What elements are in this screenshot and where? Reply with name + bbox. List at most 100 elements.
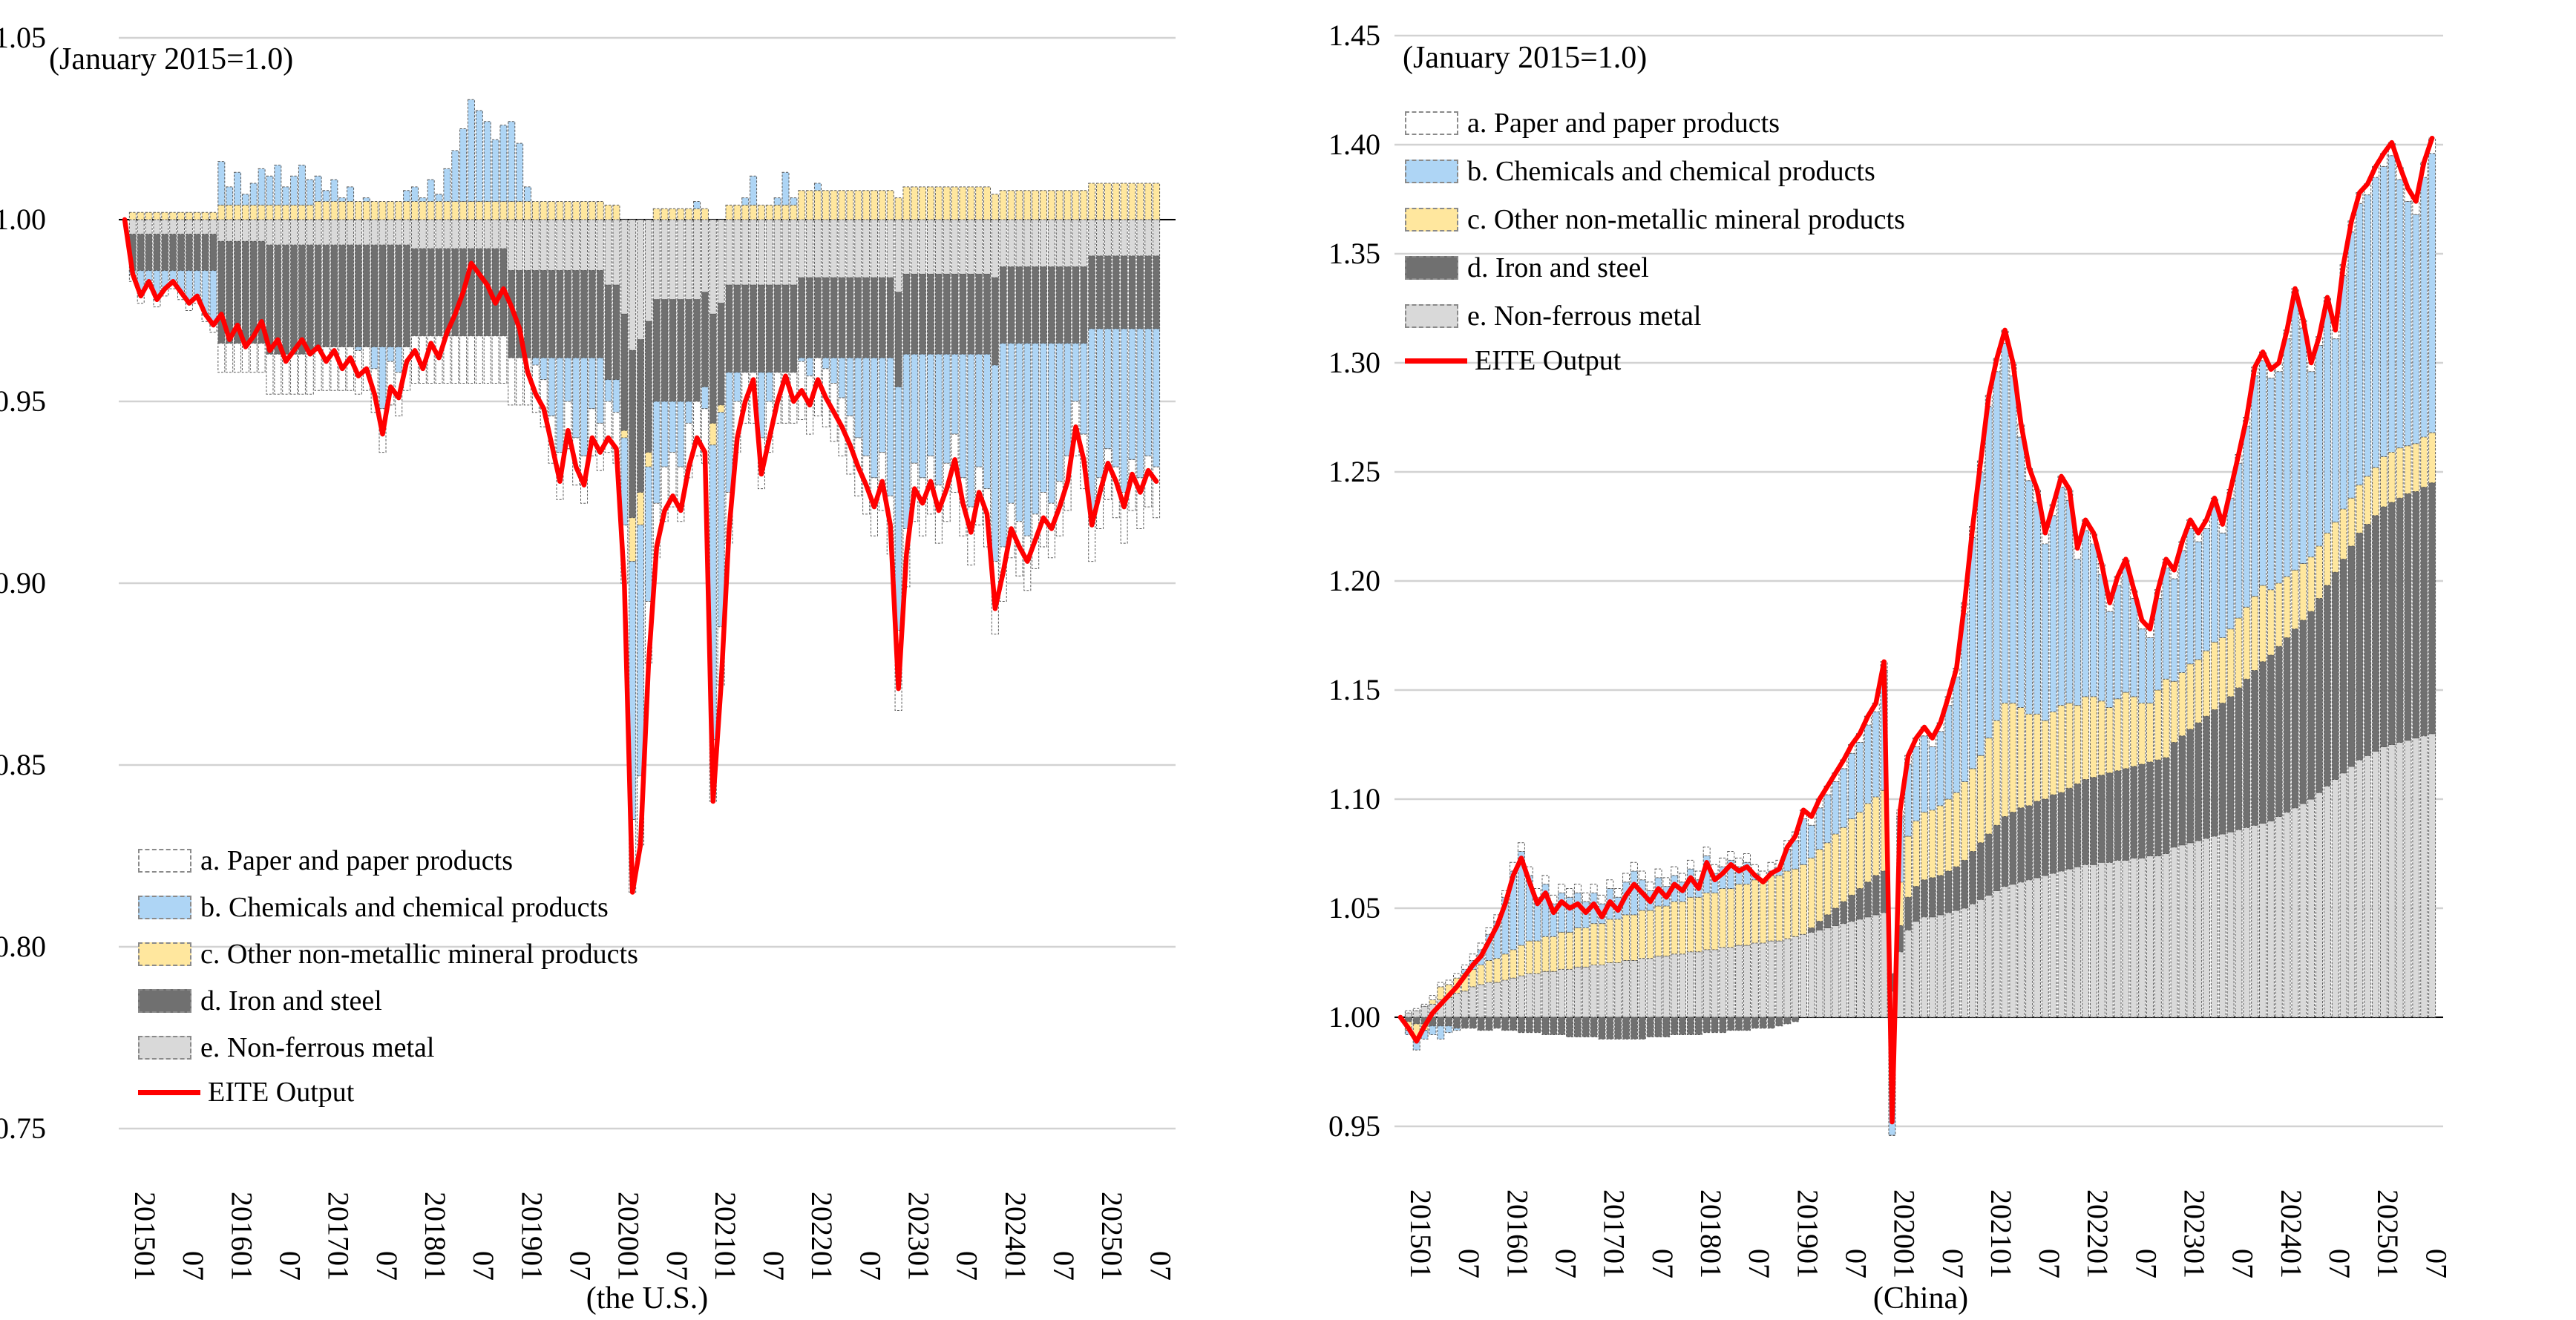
- x-tick-label: 07: [2323, 1249, 2356, 1278]
- bar-segment-e: [2195, 840, 2203, 1018]
- bar-segment-a: [1654, 868, 1662, 879]
- bar-segment-a: [1622, 873, 1631, 883]
- bar-segment-d: [934, 274, 943, 355]
- bar-segment-c: [1517, 945, 1525, 976]
- bar-segment-c: [467, 201, 475, 220]
- bar-segment-e: [878, 219, 886, 278]
- bar-segment-d: [306, 244, 314, 355]
- y-tick-label: 1.00: [0, 203, 46, 236]
- x-tick-label: 07: [1047, 1251, 1081, 1281]
- us-legend-item-eite-line: EITE Output: [138, 1077, 354, 1108]
- bar-segment-c: [1823, 842, 1832, 916]
- bar-segment-c: [637, 492, 645, 526]
- bar-segment-b: [1136, 328, 1144, 479]
- bar-segment-a: [427, 335, 435, 384]
- bar-segment-e: [1944, 912, 1953, 1018]
- bar-segment-d: [410, 248, 419, 337]
- bar-segment-b: [1904, 764, 1913, 837]
- bar-segment-a: [588, 408, 596, 456]
- bar-segment-e: [725, 219, 733, 286]
- bar-segment-d: [1573, 1017, 1582, 1037]
- bar-segment-d: [378, 244, 387, 347]
- bar-segment-d: [999, 266, 1007, 344]
- bar-segment-d: [1823, 914, 1832, 928]
- bar-segment-c: [604, 204, 612, 220]
- bar-segment-e: [2186, 842, 2195, 1018]
- bar-segment-c: [443, 201, 451, 220]
- bar-segment-d: [919, 274, 927, 355]
- bar-segment-b: [362, 197, 370, 203]
- bar-segment-e: [2267, 820, 2275, 1018]
- bar-segment-d: [290, 244, 298, 355]
- bar-segment-c: [677, 208, 685, 220]
- bar-segment-e: [637, 219, 645, 341]
- bar-segment-a: [1153, 466, 1161, 519]
- bar-segment-b: [483, 121, 491, 202]
- bar-segment-a: [1662, 877, 1671, 887]
- bar-segment-a: [1469, 953, 1477, 962]
- bar-segment-d: [1080, 266, 1088, 344]
- bar-segment-a: [2331, 329, 2339, 340]
- x-tick-label: 201701: [1598, 1189, 1631, 1278]
- bar-segment-a: [934, 485, 943, 544]
- bar-segment-a: [1404, 1010, 1412, 1014]
- bar-segment-b: [1550, 903, 1558, 937]
- bar-segment-e: [1453, 993, 1461, 1018]
- bar-segment-e: [1969, 903, 1977, 1018]
- bar-segment-b: [1976, 471, 1985, 756]
- bar-segment-e: [1751, 942, 1759, 1018]
- x-tick-label: 202201: [805, 1192, 839, 1281]
- bar-segment-d: [644, 321, 652, 453]
- bar-segment-b: [2226, 497, 2235, 630]
- bar-segment-d: [983, 274, 992, 355]
- x-tick-label: 202401: [2275, 1189, 2308, 1278]
- bar-segment-a: [1888, 1135, 1896, 1136]
- bar-segment-d: [2170, 742, 2178, 848]
- bar-segment-c: [1953, 792, 1961, 867]
- bar-segment-c: [153, 211, 161, 220]
- bar-segment-d: [773, 284, 781, 373]
- bar-segment-c: [685, 208, 693, 220]
- bar-segment-e: [1461, 991, 1469, 1018]
- bar-segment-e: [2316, 792, 2324, 1018]
- bar-segment-e: [669, 219, 677, 301]
- bar-segment-c: [862, 190, 871, 220]
- bar-segment-c: [2138, 703, 2146, 765]
- bar-segment-d: [2283, 637, 2291, 813]
- bar-segment-c: [531, 201, 540, 220]
- bar-segment-e: [1711, 949, 1719, 1018]
- bar-segment-c: [427, 201, 435, 220]
- bar-segment-d: [1953, 866, 1961, 911]
- bar-segment-b: [2339, 275, 2347, 510]
- bar-segment-d: [548, 270, 556, 358]
- bar-segment-b: [2154, 598, 2162, 691]
- bar-segment-b: [1445, 1025, 1453, 1034]
- bar-segment-b: [1055, 343, 1063, 482]
- bar-segment-d: [1775, 1017, 1783, 1027]
- bar-segment-c: [2122, 692, 2130, 769]
- bar-segment-d: [2259, 661, 2267, 824]
- bar-segment-b: [2347, 232, 2356, 499]
- bar-segment-c: [1153, 183, 1161, 220]
- bar-segment-c: [741, 204, 750, 220]
- bar-segment-d: [419, 248, 427, 337]
- bar-segment-e: [1630, 960, 1638, 1018]
- bar-segment-d: [1088, 255, 1096, 329]
- china-chart: 1.45 1.40 1.35 1.30 1.25 1.20 1.15 1.10 1.05 1.00…: [1328, 19, 2453, 1278]
- bar-segment-e: [435, 219, 443, 249]
- bar-segment-c: [234, 204, 242, 220]
- bar-segment-e: [1104, 219, 1112, 257]
- bar-segment-c: [2420, 436, 2428, 488]
- bar-segment-d: [1679, 1017, 1687, 1036]
- bar-segment-c: [2178, 672, 2186, 737]
- bar-segment-e: [951, 219, 959, 275]
- bar-segment-e: [620, 219, 629, 315]
- bar-segment-b: [1023, 343, 1032, 536]
- bar-segment-d: [2243, 678, 2251, 828]
- x-tick-label: 07: [661, 1251, 694, 1281]
- bar-segment-b: [902, 353, 911, 529]
- bar-segment-e: [2428, 733, 2436, 1018]
- bar-segment-e: [894, 219, 902, 293]
- bar-segment-e: [1566, 968, 1574, 1018]
